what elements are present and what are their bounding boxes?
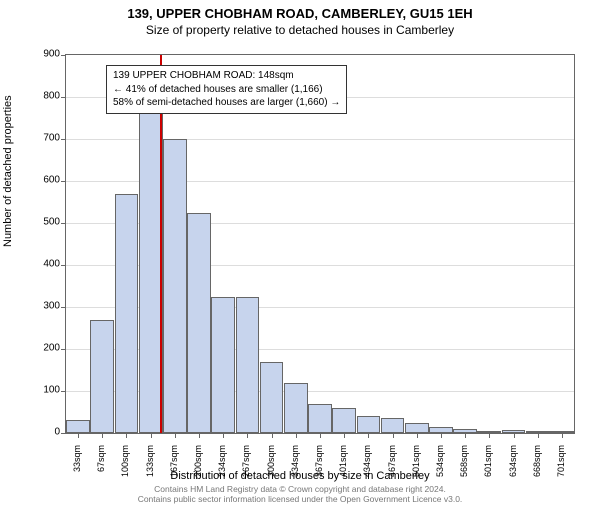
xtick-label: 434sqm	[362, 445, 372, 495]
xtick-label: 167sqm	[169, 445, 179, 495]
histogram-bar	[284, 383, 308, 433]
xtick-mark	[78, 433, 79, 438]
xtick-mark	[368, 433, 369, 438]
ytick-label: 800	[30, 91, 60, 102]
annotation-line: 58% of semi-detached houses are larger (…	[113, 96, 340, 110]
histogram-bar	[381, 418, 405, 433]
histogram-bar	[260, 362, 284, 433]
xtick-label: 67sqm	[96, 445, 106, 495]
xtick-label: 401sqm	[338, 445, 348, 495]
ytick-label: 600	[30, 175, 60, 186]
xtick-label: 133sqm	[145, 445, 155, 495]
xtick-mark	[465, 433, 466, 438]
xtick-label: 568sqm	[459, 445, 469, 495]
ytick-mark	[61, 433, 66, 434]
histogram-bar	[236, 297, 260, 434]
chart-title-sub: Size of property relative to detached ho…	[0, 23, 600, 37]
xtick-mark	[247, 433, 248, 438]
footer-line-2: Contains public sector information licen…	[0, 494, 600, 504]
annotation-line: 139 UPPER CHOBHAM ROAD: 148sqm	[113, 69, 340, 83]
histogram-bar	[115, 194, 139, 433]
chart-plot-area: 139 UPPER CHOBHAM ROAD: 148sqm← 41% of d…	[65, 54, 575, 434]
xtick-label: 267sqm	[241, 445, 251, 495]
xtick-mark	[223, 433, 224, 438]
xtick-mark	[199, 433, 200, 438]
annotation-line: ← 41% of detached houses are smaller (1,…	[113, 83, 340, 97]
histogram-bar	[211, 297, 235, 434]
histogram-bar	[187, 213, 211, 434]
ytick-mark	[61, 223, 66, 224]
xtick-label: 467sqm	[387, 445, 397, 495]
ytick-mark	[61, 307, 66, 308]
histogram-bar	[66, 420, 90, 433]
ytick-label: 700	[30, 133, 60, 144]
ytick-label: 300	[30, 301, 60, 312]
xtick-mark	[272, 433, 273, 438]
xtick-mark	[320, 433, 321, 438]
xtick-label: 501sqm	[411, 445, 421, 495]
xtick-label: 100sqm	[120, 445, 130, 495]
xtick-mark	[151, 433, 152, 438]
xtick-label: 634sqm	[508, 445, 518, 495]
xtick-mark	[344, 433, 345, 438]
ytick-label: 200	[30, 343, 60, 354]
xtick-label: 334sqm	[290, 445, 300, 495]
xtick-label: 367sqm	[314, 445, 324, 495]
xtick-label: 601sqm	[483, 445, 493, 495]
xtick-mark	[441, 433, 442, 438]
xtick-mark	[489, 433, 490, 438]
ytick-mark	[61, 97, 66, 98]
ytick-mark	[61, 349, 66, 350]
xtick-label: 534sqm	[435, 445, 445, 495]
ytick-mark	[61, 139, 66, 140]
histogram-bar	[90, 320, 114, 433]
xtick-mark	[175, 433, 176, 438]
histogram-bar	[332, 408, 356, 433]
xtick-mark	[102, 433, 103, 438]
histogram-bar	[163, 139, 187, 433]
histogram-bar	[139, 105, 163, 433]
ytick-label: 100	[30, 385, 60, 396]
xtick-mark	[417, 433, 418, 438]
xtick-label: 701sqm	[556, 445, 566, 495]
xtick-mark	[562, 433, 563, 438]
ytick-mark	[61, 391, 66, 392]
ytick-label: 0	[30, 427, 60, 438]
histogram-bar	[308, 404, 332, 433]
xtick-mark	[393, 433, 394, 438]
xtick-label: 33sqm	[72, 445, 82, 495]
xtick-label: 668sqm	[532, 445, 542, 495]
ytick-label: 400	[30, 259, 60, 270]
xtick-mark	[538, 433, 539, 438]
xtick-label: 234sqm	[217, 445, 227, 495]
histogram-bar	[357, 416, 381, 433]
xtick-mark	[126, 433, 127, 438]
xtick-label: 200sqm	[193, 445, 203, 495]
xtick-label: 300sqm	[266, 445, 276, 495]
ytick-mark	[61, 55, 66, 56]
xtick-mark	[296, 433, 297, 438]
chart-title-main: 139, UPPER CHOBHAM ROAD, CAMBERLEY, GU15…	[0, 6, 600, 21]
ytick-mark	[61, 181, 66, 182]
xtick-mark	[514, 433, 515, 438]
ytick-label: 900	[30, 49, 60, 60]
y-axis-label: Number of detached properties	[2, 95, 14, 247]
ytick-label: 500	[30, 217, 60, 228]
ytick-mark	[61, 265, 66, 266]
annotation-box: 139 UPPER CHOBHAM ROAD: 148sqm← 41% of d…	[106, 65, 347, 114]
histogram-bar	[405, 423, 429, 434]
